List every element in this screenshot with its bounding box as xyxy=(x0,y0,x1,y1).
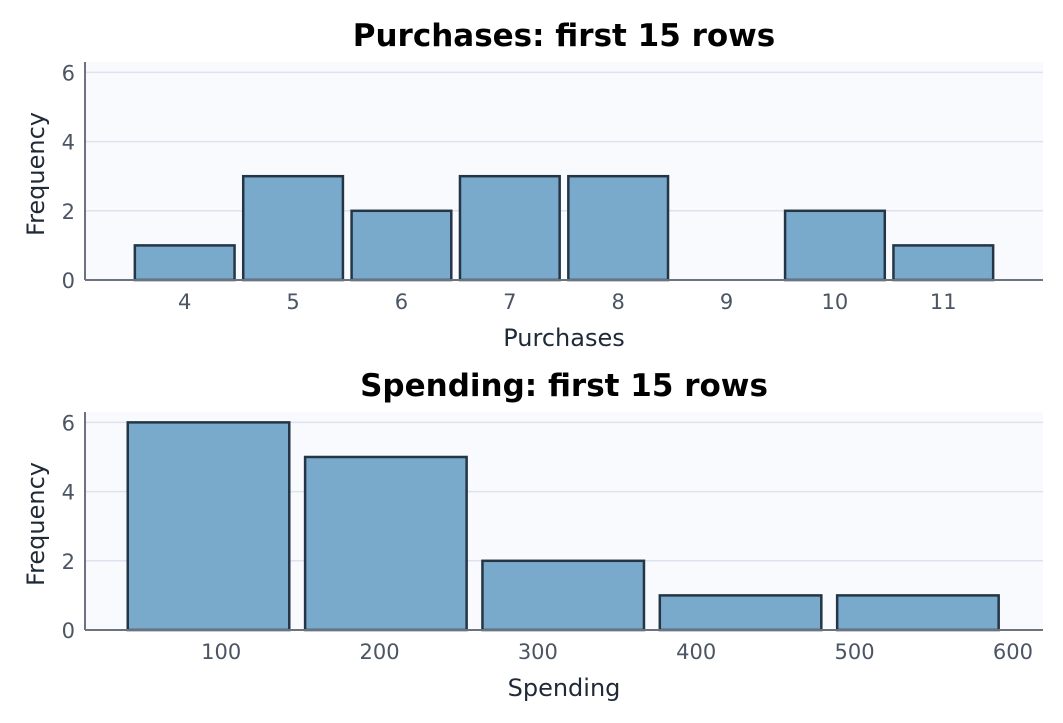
bar xyxy=(303,455,468,632)
spending-chart: 0 2 4 6 100 200 300 400 500 600 Spending: first … xyxy=(22,368,1043,702)
x-tick-label: 9 xyxy=(720,290,733,314)
bar xyxy=(783,209,887,282)
chart-title: Spending: first 15 rows xyxy=(360,368,768,404)
x-tick-label: 8 xyxy=(611,290,624,314)
y-tick-label: 4 xyxy=(62,131,75,155)
y-tick-label: 2 xyxy=(62,550,75,574)
x-tick-label: 400 xyxy=(676,640,716,664)
purchases-chart: 0 2 4 6 4 5 6 7 8 9 10 11 Purchases: first 15 rows… xyxy=(22,18,1043,352)
bars xyxy=(133,174,995,282)
x-tick-label: 6 xyxy=(395,290,408,314)
x-tick-label: 4 xyxy=(178,290,191,314)
x-tick-label: 600 xyxy=(993,640,1033,664)
y-axis-label: Frequency xyxy=(22,112,50,236)
y-tick-labels: 0 2 4 6 xyxy=(62,61,75,293)
bar xyxy=(658,594,823,632)
x-tick-label: 11 xyxy=(930,290,957,314)
bar xyxy=(133,244,236,282)
y-tick-label: 4 xyxy=(62,481,75,505)
chart-title: Purchases: first 15 rows xyxy=(353,18,776,54)
y-tick-label: 0 xyxy=(62,269,75,293)
bar xyxy=(350,209,453,282)
y-tick-label: 2 xyxy=(62,200,75,224)
x-tick-label: 100 xyxy=(201,640,241,664)
x-tick-label: 7 xyxy=(503,290,516,314)
x-tick-label: 300 xyxy=(518,640,558,664)
x-tick-labels: 100 200 300 400 500 600 xyxy=(201,640,1033,664)
x-tick-label: 5 xyxy=(286,290,299,314)
x-tick-labels: 4 5 6 7 8 9 10 11 xyxy=(178,290,957,314)
bar xyxy=(892,244,995,282)
x-axis-label: Spending xyxy=(508,674,621,702)
y-tick-label: 6 xyxy=(62,61,75,85)
y-tick-labels: 0 2 4 6 xyxy=(62,411,75,643)
x-tick-label: 10 xyxy=(822,290,849,314)
bar xyxy=(567,174,670,282)
y-axis-label: Frequency xyxy=(22,462,50,586)
bars xyxy=(126,421,1000,632)
bar xyxy=(835,594,1000,632)
x-tick-label: 500 xyxy=(835,640,875,664)
y-tick-label: 6 xyxy=(62,411,75,435)
x-tick-label: 200 xyxy=(359,640,399,664)
bar xyxy=(126,421,291,632)
x-axis-label: Purchases xyxy=(503,324,625,352)
y-tick-label: 0 xyxy=(62,619,75,643)
bar xyxy=(481,559,646,632)
bar xyxy=(241,174,345,282)
bar xyxy=(458,174,561,282)
